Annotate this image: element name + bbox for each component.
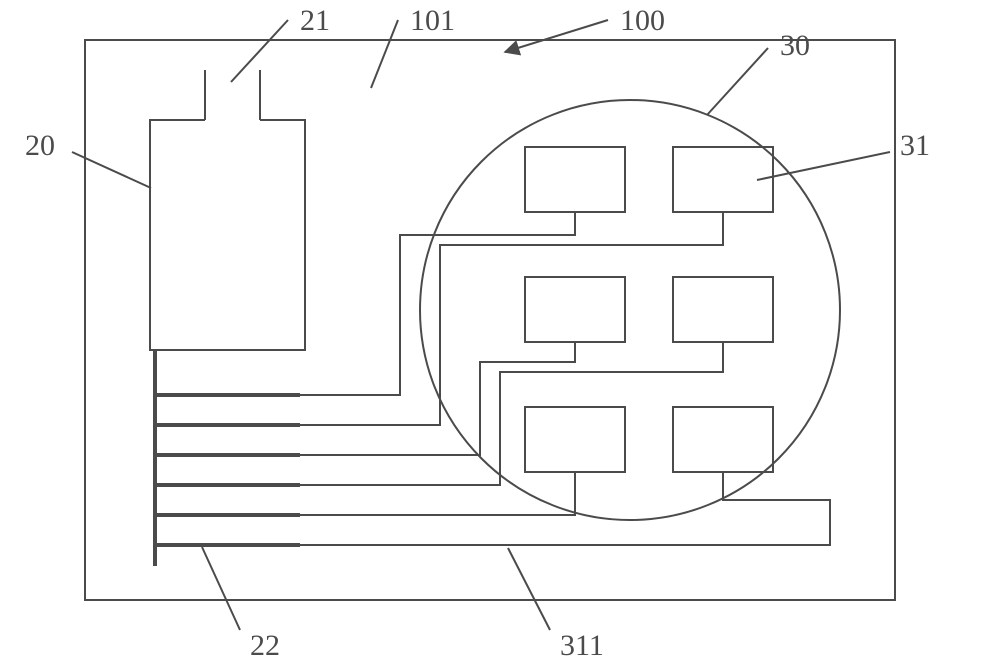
leader-line: [202, 547, 240, 630]
tank: [150, 120, 305, 350]
chip: [673, 277, 773, 342]
label-30: 30: [780, 29, 810, 62]
leader-line: [371, 20, 398, 88]
wire: [300, 472, 575, 515]
leader-line: [707, 48, 768, 115]
chip: [525, 407, 625, 472]
wire: [300, 212, 723, 425]
chip: [673, 407, 773, 472]
leader-line: [505, 20, 608, 52]
label-22: 22: [250, 629, 280, 662]
leader-line: [72, 152, 151, 188]
wire: [300, 342, 723, 485]
wire: [300, 212, 575, 395]
label-100: 100: [620, 4, 665, 37]
group-circle: [420, 100, 840, 520]
label-311: 311: [560, 629, 604, 662]
chip: [525, 277, 625, 342]
label-21: 21: [300, 4, 330, 37]
leader-line: [757, 152, 890, 180]
label-31: 31: [900, 129, 930, 162]
chip: [525, 147, 625, 212]
label-101: 101: [410, 4, 455, 37]
wire: [300, 342, 575, 455]
label-20: 20: [25, 129, 55, 162]
leader-line: [508, 548, 550, 630]
